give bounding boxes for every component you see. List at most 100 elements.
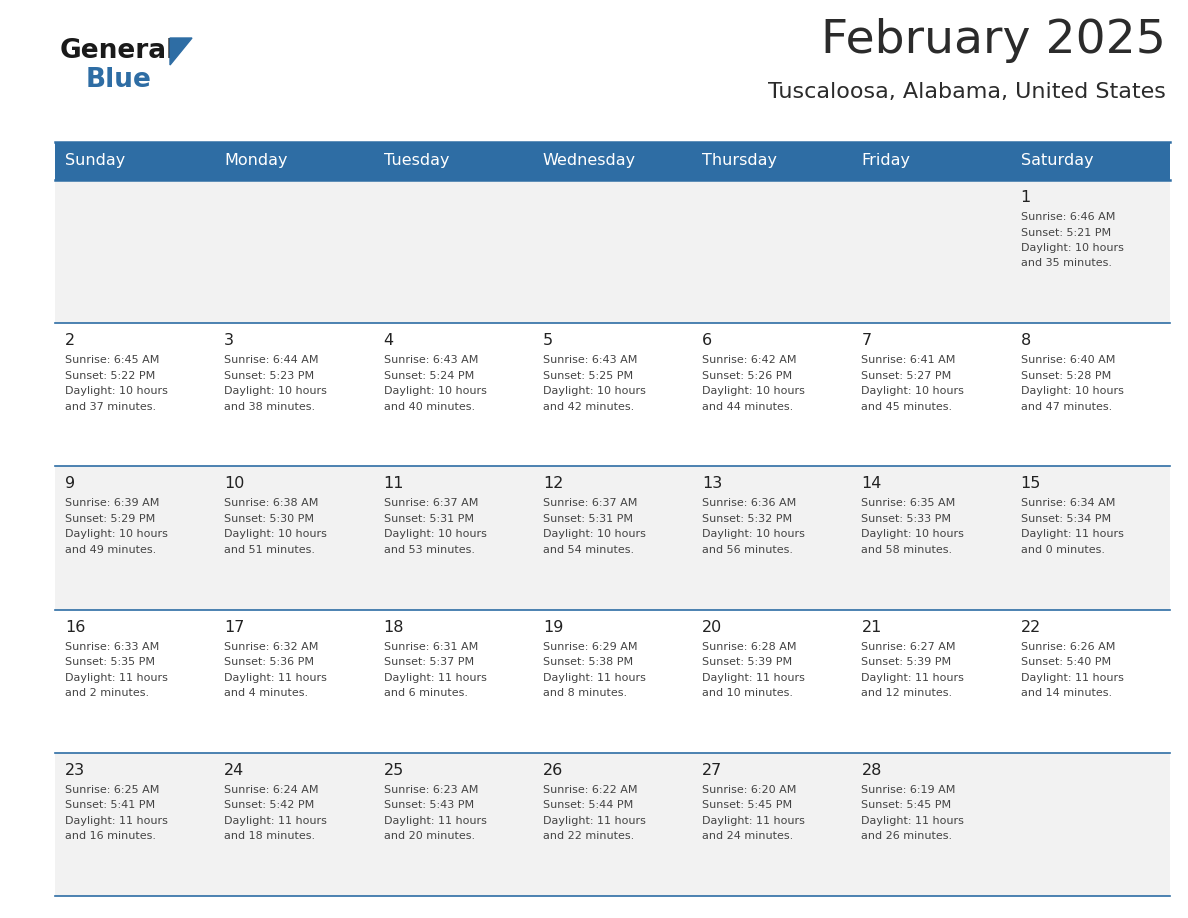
Text: 15: 15 <box>1020 476 1041 491</box>
Text: and 54 minutes.: and 54 minutes. <box>543 545 634 554</box>
Text: Sunrise: 6:36 AM: Sunrise: 6:36 AM <box>702 498 796 509</box>
Text: Sunrise: 6:22 AM: Sunrise: 6:22 AM <box>543 785 637 795</box>
Text: 14: 14 <box>861 476 881 491</box>
Text: Sunrise: 6:42 AM: Sunrise: 6:42 AM <box>702 355 797 365</box>
Text: 22: 22 <box>1020 620 1041 634</box>
Text: and 45 minutes.: and 45 minutes. <box>861 402 953 411</box>
Text: Sunrise: 6:45 AM: Sunrise: 6:45 AM <box>65 355 159 365</box>
Text: Sunrise: 6:43 AM: Sunrise: 6:43 AM <box>543 355 637 365</box>
Text: 6: 6 <box>702 333 713 348</box>
Text: Sunset: 5:27 PM: Sunset: 5:27 PM <box>861 371 952 381</box>
Text: Daylight: 11 hours: Daylight: 11 hours <box>225 673 327 683</box>
Text: Daylight: 11 hours: Daylight: 11 hours <box>702 816 805 826</box>
Bar <box>693 142 852 180</box>
Text: and 42 minutes.: and 42 minutes. <box>543 402 634 411</box>
Text: Daylight: 11 hours: Daylight: 11 hours <box>861 816 965 826</box>
Text: Daylight: 11 hours: Daylight: 11 hours <box>543 816 646 826</box>
Text: Daylight: 11 hours: Daylight: 11 hours <box>65 816 168 826</box>
Text: and 18 minutes.: and 18 minutes. <box>225 832 315 841</box>
Text: Sunset: 5:36 PM: Sunset: 5:36 PM <box>225 657 315 667</box>
Text: 3: 3 <box>225 333 234 348</box>
Text: Daylight: 10 hours: Daylight: 10 hours <box>861 386 965 397</box>
Text: Sunset: 5:43 PM: Sunset: 5:43 PM <box>384 800 474 811</box>
Text: Sunrise: 6:20 AM: Sunrise: 6:20 AM <box>702 785 796 795</box>
Text: Sunset: 5:23 PM: Sunset: 5:23 PM <box>225 371 315 381</box>
Bar <box>55 466 1170 610</box>
Text: Wednesday: Wednesday <box>543 153 636 169</box>
Text: 4: 4 <box>384 333 393 348</box>
Text: 13: 13 <box>702 476 722 491</box>
Text: Sunrise: 6:43 AM: Sunrise: 6:43 AM <box>384 355 478 365</box>
Text: Sunday: Sunday <box>65 153 125 169</box>
Text: Sunrise: 6:37 AM: Sunrise: 6:37 AM <box>543 498 637 509</box>
Text: Sunrise: 6:24 AM: Sunrise: 6:24 AM <box>225 785 318 795</box>
Text: Sunset: 5:34 PM: Sunset: 5:34 PM <box>1020 514 1111 524</box>
Bar <box>852 142 1011 180</box>
Text: Sunset: 5:33 PM: Sunset: 5:33 PM <box>861 514 952 524</box>
Bar <box>55 180 1170 323</box>
Text: Sunset: 5:25 PM: Sunset: 5:25 PM <box>543 371 633 381</box>
Text: Sunset: 5:24 PM: Sunset: 5:24 PM <box>384 371 474 381</box>
Text: Sunrise: 6:28 AM: Sunrise: 6:28 AM <box>702 642 797 652</box>
Text: and 2 minutes.: and 2 minutes. <box>65 688 150 698</box>
Text: 11: 11 <box>384 476 404 491</box>
Text: Daylight: 10 hours: Daylight: 10 hours <box>1020 386 1124 397</box>
Text: Daylight: 11 hours: Daylight: 11 hours <box>1020 673 1124 683</box>
Text: Sunset: 5:22 PM: Sunset: 5:22 PM <box>65 371 156 381</box>
Text: Daylight: 10 hours: Daylight: 10 hours <box>861 530 965 540</box>
Text: 17: 17 <box>225 620 245 634</box>
Text: Sunrise: 6:19 AM: Sunrise: 6:19 AM <box>861 785 956 795</box>
Text: and 47 minutes.: and 47 minutes. <box>1020 402 1112 411</box>
Text: Daylight: 10 hours: Daylight: 10 hours <box>543 530 646 540</box>
Text: 5: 5 <box>543 333 552 348</box>
Bar <box>1011 142 1170 180</box>
Text: and 51 minutes.: and 51 minutes. <box>225 545 315 554</box>
Text: and 22 minutes.: and 22 minutes. <box>543 832 634 841</box>
Text: Sunset: 5:39 PM: Sunset: 5:39 PM <box>861 657 952 667</box>
Text: Monday: Monday <box>225 153 287 169</box>
Text: Sunset: 5:21 PM: Sunset: 5:21 PM <box>1020 228 1111 238</box>
Text: Thursday: Thursday <box>702 153 777 169</box>
Text: Daylight: 11 hours: Daylight: 11 hours <box>1020 530 1124 540</box>
Text: and 40 minutes.: and 40 minutes. <box>384 402 475 411</box>
Text: Sunset: 5:44 PM: Sunset: 5:44 PM <box>543 800 633 811</box>
Bar <box>533 142 693 180</box>
Text: Sunrise: 6:26 AM: Sunrise: 6:26 AM <box>1020 642 1116 652</box>
Text: and 58 minutes.: and 58 minutes. <box>861 545 953 554</box>
Text: Sunset: 5:38 PM: Sunset: 5:38 PM <box>543 657 633 667</box>
Text: 2: 2 <box>65 333 75 348</box>
Text: Sunset: 5:32 PM: Sunset: 5:32 PM <box>702 514 792 524</box>
Text: and 20 minutes.: and 20 minutes. <box>384 832 475 841</box>
Text: Sunrise: 6:44 AM: Sunrise: 6:44 AM <box>225 355 318 365</box>
Text: Daylight: 10 hours: Daylight: 10 hours <box>384 530 486 540</box>
Text: Sunrise: 6:27 AM: Sunrise: 6:27 AM <box>861 642 956 652</box>
Text: Daylight: 11 hours: Daylight: 11 hours <box>384 673 486 683</box>
Text: Sunset: 5:35 PM: Sunset: 5:35 PM <box>65 657 154 667</box>
Text: Daylight: 11 hours: Daylight: 11 hours <box>225 816 327 826</box>
Text: Sunset: 5:45 PM: Sunset: 5:45 PM <box>702 800 792 811</box>
Text: 28: 28 <box>861 763 881 778</box>
Text: and 56 minutes.: and 56 minutes. <box>702 545 794 554</box>
Text: Sunset: 5:45 PM: Sunset: 5:45 PM <box>861 800 952 811</box>
Text: 26: 26 <box>543 763 563 778</box>
Text: 8: 8 <box>1020 333 1031 348</box>
Text: Sunset: 5:39 PM: Sunset: 5:39 PM <box>702 657 792 667</box>
Polygon shape <box>170 38 192 65</box>
Text: Sunrise: 6:41 AM: Sunrise: 6:41 AM <box>861 355 956 365</box>
Text: Blue: Blue <box>86 67 152 93</box>
Text: Daylight: 10 hours: Daylight: 10 hours <box>225 530 327 540</box>
Text: and 0 minutes.: and 0 minutes. <box>1020 545 1105 554</box>
Text: Sunrise: 6:38 AM: Sunrise: 6:38 AM <box>225 498 318 509</box>
Text: Daylight: 10 hours: Daylight: 10 hours <box>225 386 327 397</box>
Text: 27: 27 <box>702 763 722 778</box>
Text: Daylight: 10 hours: Daylight: 10 hours <box>543 386 646 397</box>
Text: 19: 19 <box>543 620 563 634</box>
Text: 7: 7 <box>861 333 872 348</box>
Text: and 10 minutes.: and 10 minutes. <box>702 688 794 698</box>
Text: Sunrise: 6:29 AM: Sunrise: 6:29 AM <box>543 642 637 652</box>
Text: and 8 minutes.: and 8 minutes. <box>543 688 627 698</box>
Text: Sunset: 5:42 PM: Sunset: 5:42 PM <box>225 800 315 811</box>
Bar <box>214 142 373 180</box>
Text: Daylight: 11 hours: Daylight: 11 hours <box>702 673 805 683</box>
Text: General: General <box>61 38 176 64</box>
